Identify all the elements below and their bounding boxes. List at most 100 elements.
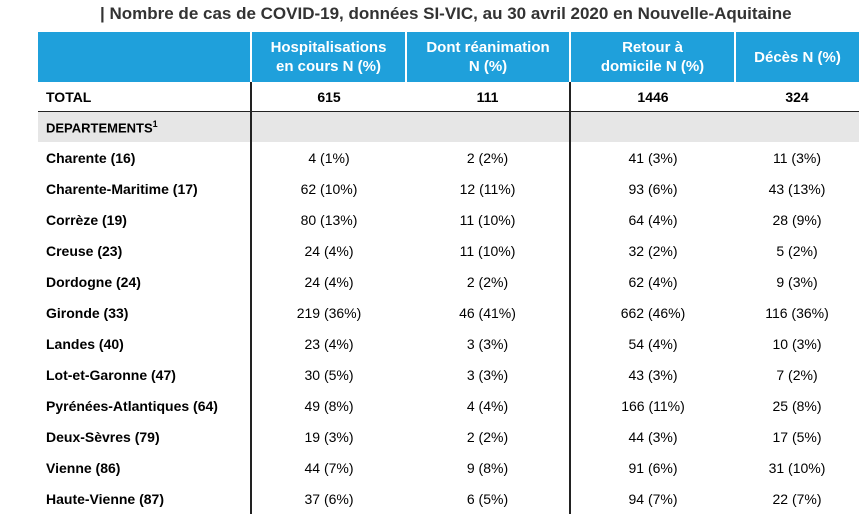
row-retour: 41 (3%) <box>569 142 735 173</box>
total-rea: 111 <box>406 82 570 112</box>
header-hospitalisations: Hospitalisations en cours N (%) <box>250 32 406 82</box>
row-hosp: 4 (1%) <box>250 142 406 173</box>
header-retour-line2: domicile N (%) <box>600 58 705 75</box>
total-label: TOTAL <box>38 82 251 112</box>
header-deces: Décès N (%) <box>734 32 859 82</box>
row-hosp: 49 (8%) <box>250 390 406 421</box>
row-name: Landes (40) <box>46 335 124 352</box>
row-rea: 6 (5%) <box>466 490 509 507</box>
row-hosp: 23 (4%) <box>250 328 406 359</box>
row-retour: 43 (3%) <box>569 359 735 390</box>
row-deces: 7 (2%) <box>776 366 818 383</box>
header-deces-line1: Décès N (%) <box>754 48 841 66</box>
header-empty <box>38 32 251 82</box>
row-name: Dordogne (24) <box>46 273 141 290</box>
row-hosp: 62 (10%) <box>250 173 406 204</box>
row-name: Lot-et-Garonne (47) <box>46 366 176 383</box>
row-hosp: 44 (7%) <box>250 452 406 483</box>
header-hosp-line2: en cours N (%) <box>275 58 381 75</box>
row-retour: 32 (2%) <box>569 235 735 266</box>
row-deces: 25 (8%) <box>772 397 822 414</box>
row-deces: 17 (5%) <box>772 428 822 445</box>
row-rea: 11 (10%) <box>459 242 516 259</box>
header-rea-line1: Dont réanimation <box>426 39 550 56</box>
row-retour: 94 (7%) <box>569 483 735 514</box>
section-label-text: DEPARTEMENTS <box>46 120 153 136</box>
row-deces: 9 (3%) <box>776 273 818 290</box>
row-rea: 3 (3%) <box>466 335 509 352</box>
row-retour: 91 (6%) <box>569 452 735 483</box>
total-deces: 324 <box>735 82 859 112</box>
row-deces: 22 (7%) <box>772 490 822 507</box>
row-deces: 10 (3%) <box>772 335 822 352</box>
total-row: TOTAL 615 111 1446 324 <box>38 82 859 112</box>
header-reanimation: Dont réanimation N (%) <box>405 32 570 82</box>
row-rea: 3 (3%) <box>466 366 509 383</box>
section-footnote: 1 <box>152 118 158 129</box>
row-retour: 62 (4%) <box>569 266 735 297</box>
table-row: Deux-Sèvres (79) 19 (3%) 2 (2%) 44 (3%) 17 (… <box>38 421 859 452</box>
row-name: Charente (16) <box>46 149 136 166</box>
row-hosp: 19 (3%) <box>250 421 406 452</box>
row-deces: 43 (13%) <box>768 180 826 197</box>
row-hosp: 80 (13%) <box>250 204 406 235</box>
section-row: DEPARTEMENTS1 <box>38 111 859 142</box>
row-hosp: 24 (4%) <box>250 266 406 297</box>
header-rea-line2: N (%) <box>468 58 508 75</box>
row-name: Vienne (86) <box>46 459 121 476</box>
table-row: Dordogne (24) 24 (4%) 2 (2%) 62 (4%) 9 (3%) <box>38 266 859 297</box>
row-deces: 11 (3%) <box>773 149 821 166</box>
row-name: Charente-Maritime (17) <box>46 180 198 197</box>
row-retour: 64 (4%) <box>569 204 735 235</box>
header-row: Hospitalisations en cours N (%) Dont réa… <box>38 32 859 82</box>
table-row: Gironde (33) 219 (36%) 46 (41%) 662 (46%) 11… <box>38 297 859 328</box>
row-name: Deux-Sèvres (79) <box>46 428 160 445</box>
table-row: Lot-et-Garonne (47) 30 (5%) 3 (3%) 43 (3%) 7… <box>38 359 859 390</box>
total-retour: 1446 <box>569 82 735 112</box>
section-empty-2 <box>406 111 570 142</box>
row-rea: 12 (11%) <box>459 180 516 197</box>
table-row: Charente (16) 4 (1%) 2 (2%) 41 (3%) 11 (3%) <box>38 142 859 173</box>
section-empty-3 <box>569 111 735 142</box>
table-row: Creuse (23) 24 (4%) 11 (10%) 32 (2%) 5 (2%) <box>38 235 859 266</box>
row-hosp: 37 (6%) <box>250 483 406 514</box>
section-empty-1 <box>250 111 406 142</box>
header-hosp-line1: Hospitalisations <box>270 39 387 56</box>
covid-table: Hospitalisations en cours N (%) Dont réa… <box>38 32 859 514</box>
row-deces: 28 (9%) <box>772 211 822 228</box>
row-retour: 166 (11%) <box>569 390 735 421</box>
row-rea: 2 (2%) <box>466 149 509 166</box>
total-hosp: 615 <box>250 82 406 112</box>
table-row: Vienne (86) 44 (7%) 9 (8%) 91 (6%) 31 (10%) <box>38 452 859 483</box>
row-retour: 54 (4%) <box>569 328 735 359</box>
section-label: DEPARTEMENTS1 <box>38 111 251 142</box>
row-retour: 93 (6%) <box>569 173 735 204</box>
table-row: Corrèze (19) 80 (13%) 11 (10%) 64 (4%) 28 (9… <box>38 204 859 235</box>
table-title: | Nombre de cas de COVID-19, données SI-… <box>100 4 792 23</box>
row-rea: 46 (41%) <box>459 304 516 321</box>
table-row: Pyrénées-Atlantiques (64) 49 (8%) 4 (4%) 16… <box>38 390 859 421</box>
row-rea: 2 (2%) <box>466 273 509 290</box>
header-retour-line1: Retour à <box>622 39 683 56</box>
table-row: Haute-Vienne (87) 37 (6%) 6 (5%) 94 (7%) 22 … <box>38 483 859 514</box>
section-empty-4 <box>735 111 859 142</box>
row-rea: 4 (4%) <box>466 397 509 414</box>
row-name: Corrèze (19) <box>46 211 127 228</box>
row-name: Pyrénées-Atlantiques (64) <box>46 397 218 414</box>
row-name: Creuse (23) <box>46 242 123 259</box>
row-name: Gironde (33) <box>46 304 129 321</box>
row-rea: 2 (2%) <box>466 428 509 445</box>
row-rea: 9 (8%) <box>466 459 509 476</box>
row-deces: 31 (10%) <box>768 459 826 476</box>
row-rea: 11 (10%) <box>459 211 516 228</box>
table-row: Charente-Maritime (17) 62 (10%) 12 (11%) 93… <box>38 173 859 204</box>
row-hosp: 30 (5%) <box>250 359 406 390</box>
row-retour: 662 (46%) <box>569 297 735 328</box>
row-deces: 5 (2%) <box>776 242 818 259</box>
row-hosp: 24 (4%) <box>250 235 406 266</box>
row-name: Haute-Vienne (87) <box>46 490 164 507</box>
row-hosp: 219 (36%) <box>250 297 406 328</box>
row-retour: 44 (3%) <box>569 421 735 452</box>
table-row: Landes (40) 23 (4%) 3 (3%) 54 (4%) 10 (3%) <box>38 328 859 359</box>
row-deces: 116 (36%) <box>765 304 829 321</box>
